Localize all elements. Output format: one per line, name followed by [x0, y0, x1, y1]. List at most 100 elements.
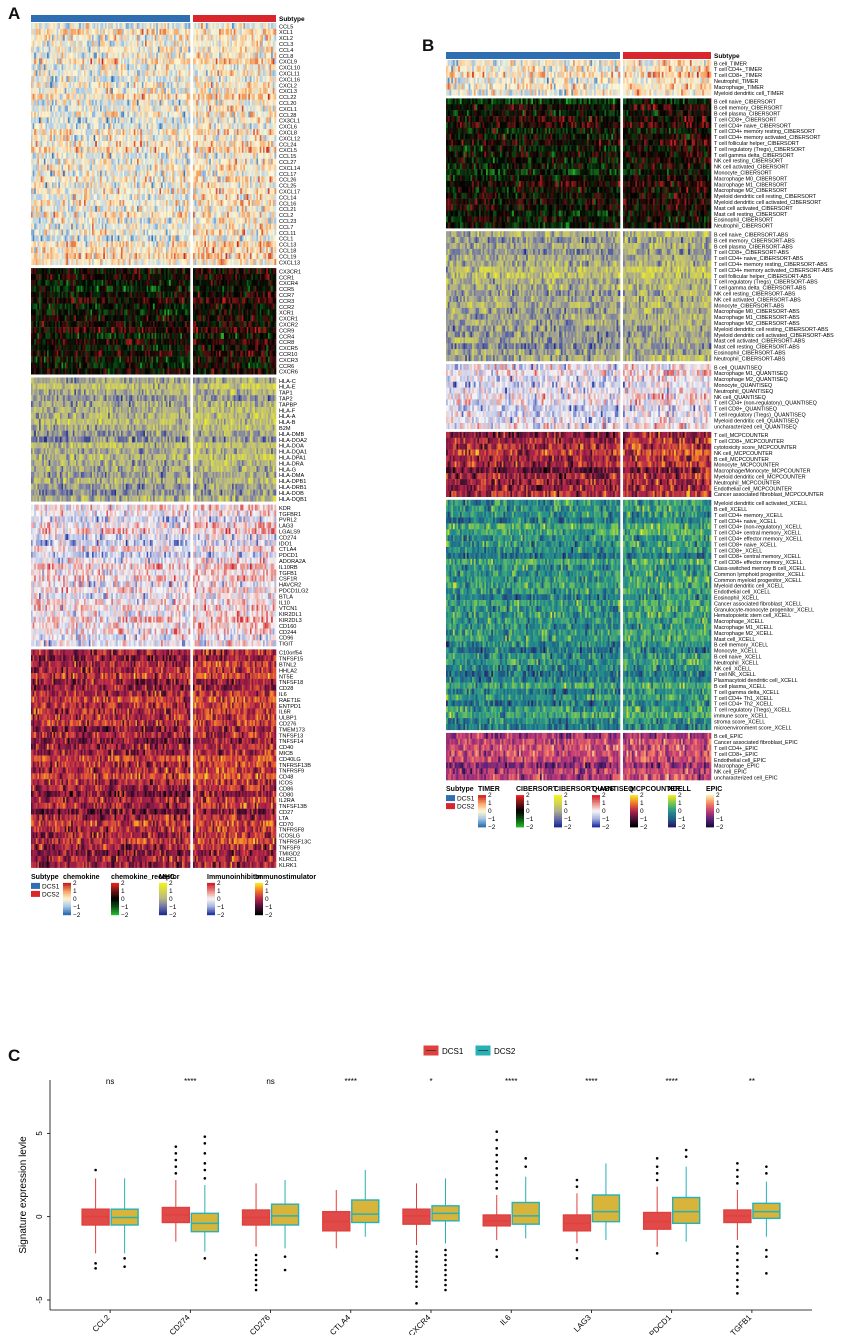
outlier-point: [495, 1187, 499, 1190]
outlier-point: [415, 1265, 418, 1268]
row-label: Eosinophil_CIBERSORT-ABS: [714, 351, 786, 357]
row-label: HLA-DPB1: [279, 479, 306, 485]
row-label: Mast cell resting_CIBERSORT: [714, 212, 788, 218]
row-label: BTLA: [279, 594, 293, 600]
row-label: Myeloid dendritic cell activated_CIBERSO…: [714, 200, 822, 206]
outlier-point: [736, 1245, 739, 1248]
outlier-point: [415, 1250, 418, 1253]
row-label: T cell CD8+_TIMER: [714, 73, 762, 79]
legend-scale-tick: 0: [217, 896, 221, 903]
row-label: T cell CD4+ central memory_XCELL: [714, 531, 801, 537]
row-label: CXCL3: [279, 89, 297, 95]
y-tick-label: 0: [35, 1214, 44, 1219]
outlier-point: [575, 1257, 579, 1260]
row-label: LAG3: [279, 524, 293, 530]
row-label: uncharacterized cell_EPIC: [714, 776, 778, 782]
row-label: TNFSF9: [279, 845, 300, 851]
significance-label: *: [429, 1077, 432, 1086]
row-label: KLRK1: [279, 863, 297, 869]
outlier-point: [415, 1270, 418, 1273]
row-label: T cell CD8+ effector memory_XCELL: [714, 560, 803, 566]
outlier-point: [495, 1138, 499, 1142]
legend-subtype-swatch: [446, 795, 455, 802]
row-label: ENTPD1: [279, 704, 301, 710]
row-label: CXCL6: [279, 125, 297, 131]
y-tick-label: -5: [35, 1296, 44, 1304]
row-label: B cell memory_CIBERSORT: [714, 106, 783, 112]
row-label: TNFSF18: [279, 680, 303, 686]
legend-scale-tick: −2: [678, 824, 686, 831]
significance-label: ****: [345, 1077, 357, 1086]
x-tick-label: CXCR4: [407, 1313, 433, 1335]
row-label: NK cell resting_CIBERSORT-ABS: [714, 292, 796, 298]
subtype-bar-dcs1: [31, 15, 190, 22]
row-label: T cell CD4+ (non-regulatory)_XCELL: [714, 525, 802, 531]
row-label: XCR1: [279, 311, 294, 317]
row-label: Myeloid dendritic cell resting_CIBERSORT: [714, 194, 817, 200]
row-label: NK cell activated_CIBERSORT-ABS: [714, 297, 801, 303]
row-label: Hematopoietic stem cell_XCELL: [714, 613, 791, 619]
legend-scale-tick: 0: [265, 896, 269, 903]
legend-scale-title: chemokine: [63, 874, 100, 881]
row-label: T cell CD4+ memory resting_CIBERSORT-ABS: [714, 262, 828, 268]
legend-scale-title: QUANTISEQ: [592, 786, 634, 793]
box-cd274-dcs2: [190, 1212, 220, 1233]
row-label: IDO1: [279, 541, 292, 547]
legend-scale-tick: −2: [488, 824, 496, 831]
row-label: HLA-B: [279, 420, 296, 426]
row-label: TNFSF13: [279, 733, 303, 739]
row-label: TGFB1: [279, 571, 297, 577]
row-label: IL10: [279, 600, 290, 606]
significance-label: **: [749, 1077, 755, 1086]
outlier-point: [655, 1178, 659, 1182]
row-label: KLRC1: [279, 857, 297, 863]
row-label: CSF1R: [279, 577, 297, 583]
row-label: T cell gamma delta_CIBERSORT-ABS: [714, 286, 806, 292]
row-label: Macrophage_EPIC: [714, 764, 760, 770]
legend-subtype-title: Subtype: [31, 874, 59, 881]
row-label: Macrophage M2_QUANTISEQ: [714, 377, 788, 383]
row-label: HLA-A: [279, 414, 296, 420]
row-label: CCL24: [279, 142, 296, 148]
row-label: ULBP1: [279, 716, 297, 722]
row-label: CXCR6: [279, 370, 298, 376]
legend-scale-tick: 2: [602, 792, 606, 799]
legend-scale-tick: −2: [121, 912, 129, 919]
box-cxcr4-dcs1: [402, 1208, 431, 1225]
legend-scale-tick: 0: [73, 896, 77, 903]
legend-scale-tick: 0: [640, 808, 644, 815]
heatmap-group-immunostimulator: [31, 649, 277, 868]
row-label: CCL7: [279, 225, 293, 231]
row-label: NK cell resting_CIBERSORT: [714, 159, 784, 165]
outlier-point: [765, 1272, 768, 1275]
panel-label-c: C: [8, 1046, 20, 1066]
outlier-point: [444, 1278, 447, 1282]
panel-label-b: B: [422, 36, 434, 56]
row-label: CCL25: [279, 184, 296, 190]
legend-scale-tick: −2: [640, 824, 648, 831]
outlier-point: [254, 1258, 258, 1262]
legend-scale-tick: −2: [265, 912, 273, 919]
row-label: Cancer associated fibroblast_MCPCOUNTER: [714, 492, 824, 498]
legend-subtype-swatch: [31, 890, 40, 897]
outlier-point: [123, 1265, 126, 1268]
outlier-point: [444, 1263, 447, 1267]
row-label: IL10RB: [279, 565, 298, 571]
row-label: CCL14: [279, 195, 296, 201]
row-label: Monocyte_CIBERSORT: [714, 171, 772, 177]
row-label: RAET1E: [279, 698, 301, 704]
outlier-point: [736, 1265, 739, 1268]
legend-scale-tick: 1: [169, 888, 173, 895]
row-label: CXCR2: [279, 323, 298, 329]
row-label: Endothelial cell_XCELL: [714, 590, 770, 596]
legend-scale-tick: 1: [265, 888, 269, 895]
legend-scale-tick: −1: [716, 816, 724, 823]
row-label: T cell follicular helper_CIBERSORT: [714, 141, 800, 147]
row-label: T cell CD8+_XCELL: [714, 548, 762, 554]
outlier-point: [283, 1268, 287, 1272]
row-label: Myeloid dendritic cell activated_XCELL: [714, 501, 807, 507]
row-label: CCL15: [279, 154, 296, 160]
row-label: T cell CD4+_TIMER: [714, 67, 762, 73]
row-label: Common lymphoid progenitor_XCELL: [714, 572, 805, 578]
row-label: IL6: [279, 692, 287, 698]
